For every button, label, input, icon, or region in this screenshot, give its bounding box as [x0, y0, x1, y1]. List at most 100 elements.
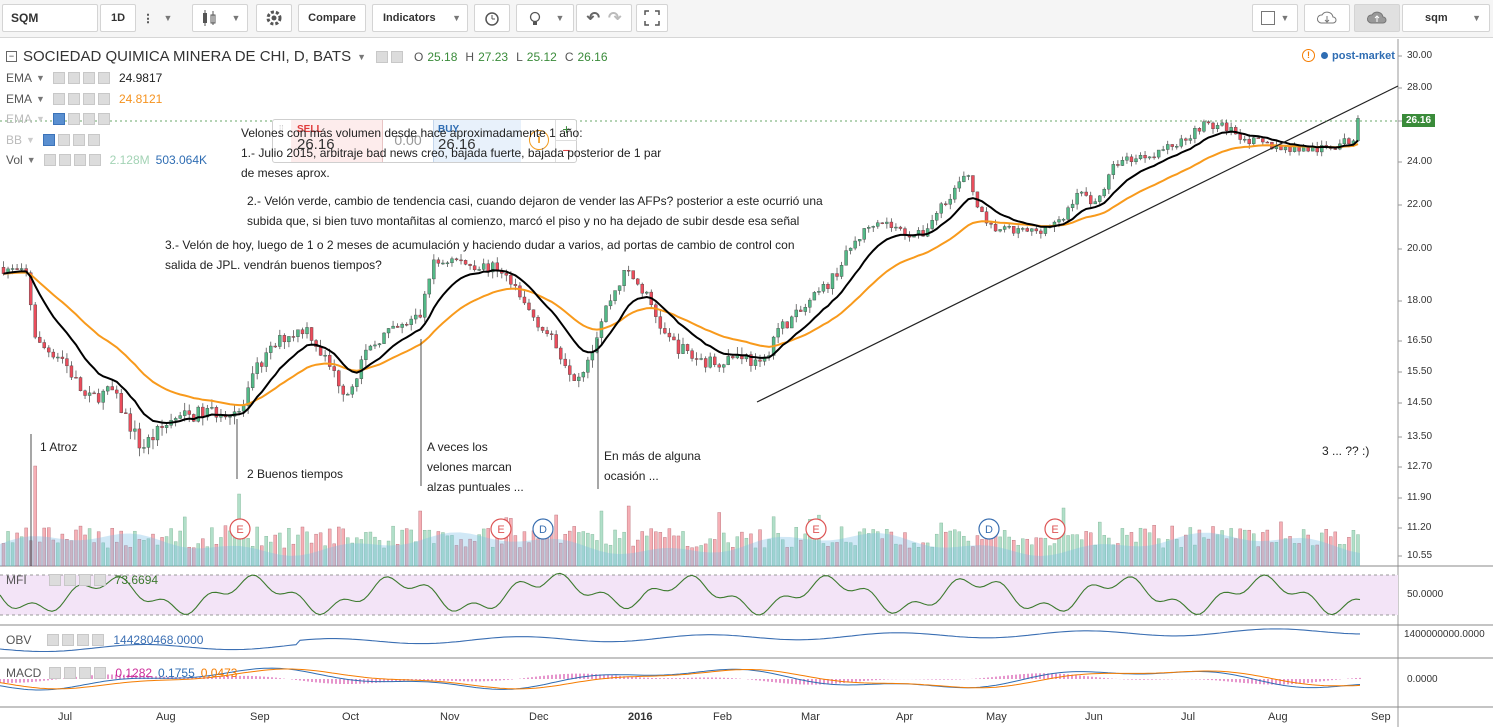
plus-icon[interactable]: [72, 134, 85, 146]
annotation-atroz[interactable]: 1 Atroz: [40, 440, 78, 454]
plus-icon[interactable]: [77, 634, 90, 646]
chevron-down-icon[interactable]: ▼: [36, 94, 45, 104]
settings-icon[interactable]: [62, 634, 75, 646]
chart-style-button[interactable]: ▼: [192, 4, 248, 32]
settings-icon[interactable]: [67, 72, 80, 84]
chevron-down-icon[interactable]: ▼: [163, 13, 173, 23]
plus-icon[interactable]: [82, 113, 95, 125]
macd-line: [0, 667, 1361, 691]
interval-button[interactable]: 1D: [100, 4, 136, 32]
annotation-enmas-2[interactable]: ocasión ...: [604, 469, 659, 483]
close-icon[interactable]: [88, 154, 101, 166]
annotation-enmas-1[interactable]: En más de alguna: [604, 449, 701, 463]
settings-icon[interactable]: [67, 113, 80, 125]
plus-icon[interactable]: [82, 93, 95, 105]
undo-icon[interactable]: ↶: [586, 10, 600, 27]
buy-button[interactable]: BUY 26.16: [433, 120, 521, 162]
settings-icon[interactable]: [64, 667, 77, 679]
close-icon[interactable]: [93, 574, 106, 586]
symbol-search[interactable]: SQM: [2, 4, 98, 32]
eye-icon[interactable]: [47, 634, 60, 646]
obv-value: 144280468.0000: [113, 633, 204, 647]
drag-handle-icon[interactable]: ⁞⁞ ⁞⁞: [279, 124, 284, 139]
plus-icon[interactable]: [78, 574, 91, 586]
plus-icon[interactable]: [73, 154, 86, 166]
eye-icon[interactable]: [42, 134, 55, 146]
indicators-button[interactable]: Indicators ▼: [372, 4, 468, 32]
annotation-2a[interactable]: 2.- Velón verde, cambio de tendencia cas…: [247, 194, 823, 208]
plus-icon[interactable]: [82, 72, 95, 84]
candle: [790, 316, 794, 329]
annotation-buenos[interactable]: 2 Buenos tiempos: [247, 467, 344, 481]
obv-legend[interactable]: OBV 144280468.0000: [6, 633, 203, 647]
close-icon[interactable]: [97, 72, 110, 84]
annotation-1b[interactable]: de meses aprox.: [241, 166, 330, 180]
post-market-indicator[interactable]: ! post-market: [1302, 49, 1395, 62]
eye-icon[interactable]: [52, 93, 65, 105]
close-icon[interactable]: [97, 113, 110, 125]
settings-icon[interactable]: [58, 154, 71, 166]
annotation-tres[interactable]: 3 ... ?? :): [1322, 444, 1370, 458]
layout-name-button[interactable]: sqm ▼: [1402, 4, 1490, 32]
eye-icon[interactable]: [49, 667, 62, 679]
mfi-legend[interactable]: MFI 73.6694: [6, 573, 158, 587]
layout-button[interactable]: ▼: [1252, 4, 1298, 32]
cloud-save-button[interactable]: [1354, 4, 1400, 32]
close-icon[interactable]: [87, 134, 100, 146]
settings-icon[interactable]: [67, 93, 80, 105]
annotation-aveces-3[interactable]: alzas puntuales ...: [427, 480, 524, 494]
quantity-minus-button[interactable]: −: [555, 141, 577, 162]
settings-icon[interactable]: [63, 574, 76, 586]
chevron-down-icon[interactable]: ▼: [36, 73, 45, 83]
close-icon[interactable]: [92, 634, 105, 646]
series-title: SOCIEDAD QUIMICA MINERA DE CHI, D, BATS: [23, 48, 352, 65]
sell-button[interactable]: SELL 26.16: [291, 120, 383, 162]
close-icon[interactable]: [94, 667, 107, 679]
annotation-2b[interactable]: subida que, si bien tuvo montañitas al c…: [247, 214, 800, 228]
bb-legend[interactable]: BB ▼: [6, 133, 103, 147]
ideas-button[interactable]: ▼: [516, 4, 574, 32]
chevron-down-icon[interactable]: ▼: [357, 51, 367, 62]
ema1-legend[interactable]: EMA ▼ 24.9817: [6, 71, 162, 85]
compare-button[interactable]: Compare: [298, 4, 366, 32]
annotation-aveces-2[interactable]: velones marcan: [427, 460, 512, 474]
eye-icon[interactable]: [43, 154, 56, 166]
redo-icon[interactable]: ↷: [608, 10, 622, 27]
annotation-1a[interactable]: 1.- Julio 2015, arbitraje bad news creo,…: [241, 146, 662, 160]
fullscreen-button[interactable]: [636, 4, 668, 32]
alert-button[interactable]: [474, 4, 510, 32]
plus-icon[interactable]: [79, 667, 92, 679]
macd-legend[interactable]: MACD 0.1282 0.1755 0.0473: [6, 666, 237, 680]
chevron-down-icon[interactable]: ▼: [36, 114, 45, 124]
price-tick-label: 16.50: [1407, 335, 1433, 346]
quantity-plus-button[interactable]: +: [555, 120, 577, 141]
settings-icon[interactable]: [391, 50, 404, 63]
volume-bar: [944, 531, 948, 567]
eye-icon[interactable]: [376, 50, 389, 63]
annotation-title[interactable]: Velones con más volumen desde hace aprox…: [241, 126, 583, 140]
warning-icon[interactable]: !: [1302, 49, 1315, 62]
annotation-3a[interactable]: 3.- Velón de hoy, luego de 1 o 2 meses d…: [165, 238, 795, 252]
close-icon[interactable]: [97, 93, 110, 105]
candle: [418, 314, 422, 318]
chevron-down-icon[interactable]: ▼: [26, 155, 36, 165]
interval-menu-icon[interactable]: ⋮: [142, 12, 154, 25]
settings-icon[interactable]: [57, 134, 70, 146]
annotation-3b[interactable]: salida de JPL. vendrán buenos tiempos?: [165, 258, 382, 272]
info-icon[interactable]: i: [529, 130, 549, 150]
volume-bar: [839, 526, 844, 567]
eye-icon[interactable]: [52, 113, 65, 125]
volume-legend[interactable]: Vol ▼ 2.128M 503.064K: [6, 153, 207, 167]
eye-icon[interactable]: [52, 72, 65, 84]
ema3-legend[interactable]: EMA ▼: [6, 112, 113, 126]
candle: [1238, 133, 1242, 140]
eye-icon[interactable]: [48, 574, 61, 586]
annotation-aveces-1[interactable]: A veces los: [427, 440, 488, 454]
settings-button[interactable]: [256, 4, 292, 32]
cloud-load-button[interactable]: [1304, 4, 1350, 32]
chevron-down-icon[interactable]: ▼: [26, 135, 35, 145]
collapse-icon[interactable]: −: [6, 51, 17, 62]
ema2-legend[interactable]: EMA ▼ 24.8121: [6, 92, 162, 106]
